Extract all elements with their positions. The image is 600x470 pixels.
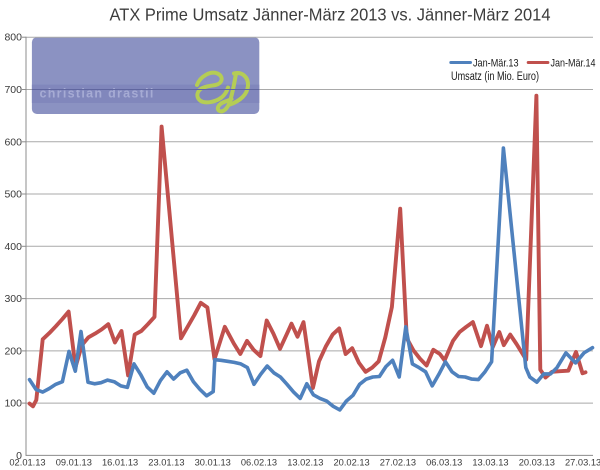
svg-text:09.01.13: 09.01.13 (56, 458, 92, 468)
svg-text:20.02.13: 20.02.13 (333, 458, 369, 468)
svg-text:30.01.13: 30.01.13 (195, 458, 231, 468)
svg-text:06.02.13: 06.02.13 (241, 458, 277, 468)
svg-text:23.01.13: 23.01.13 (148, 458, 184, 468)
svg-text:600: 600 (4, 136, 22, 148)
svg-text:400: 400 (4, 241, 22, 253)
svg-text:06.03.13: 06.03.13 (426, 458, 462, 468)
svg-text:13.02.13: 13.02.13 (287, 458, 323, 468)
svg-text:800: 800 (4, 32, 22, 44)
svg-text:0: 0 (16, 450, 22, 462)
svg-text:Jan-Mär.14: Jan-Mär.14 (551, 58, 596, 70)
svg-text:27.02.13: 27.02.13 (380, 458, 416, 468)
svg-text:Jan-Mär.13: Jan-Mär.13 (473, 58, 519, 70)
svg-text:20.03.13: 20.03.13 (519, 458, 555, 468)
svg-text:700: 700 (4, 84, 22, 96)
svg-text:100: 100 (4, 398, 22, 410)
svg-text:ATX Prime Umsatz Jänner-März 2: ATX Prime Umsatz Jänner-März 2013 vs. Jä… (110, 4, 551, 24)
svg-text:christian drastil: christian drastil (40, 87, 155, 101)
svg-text:13.03.13: 13.03.13 (472, 458, 508, 468)
svg-text:500: 500 (4, 189, 22, 201)
svg-text:300: 300 (4, 293, 22, 305)
svg-text:16.01.13: 16.01.13 (102, 458, 138, 468)
svg-text:02.01.13: 02.01.13 (9, 458, 45, 468)
svg-text:27.03.13: 27.03.13 (565, 458, 600, 468)
svg-text:Umsatz (in Mio. Euro): Umsatz (in Mio. Euro) (451, 71, 539, 83)
svg-text:200: 200 (4, 345, 22, 357)
